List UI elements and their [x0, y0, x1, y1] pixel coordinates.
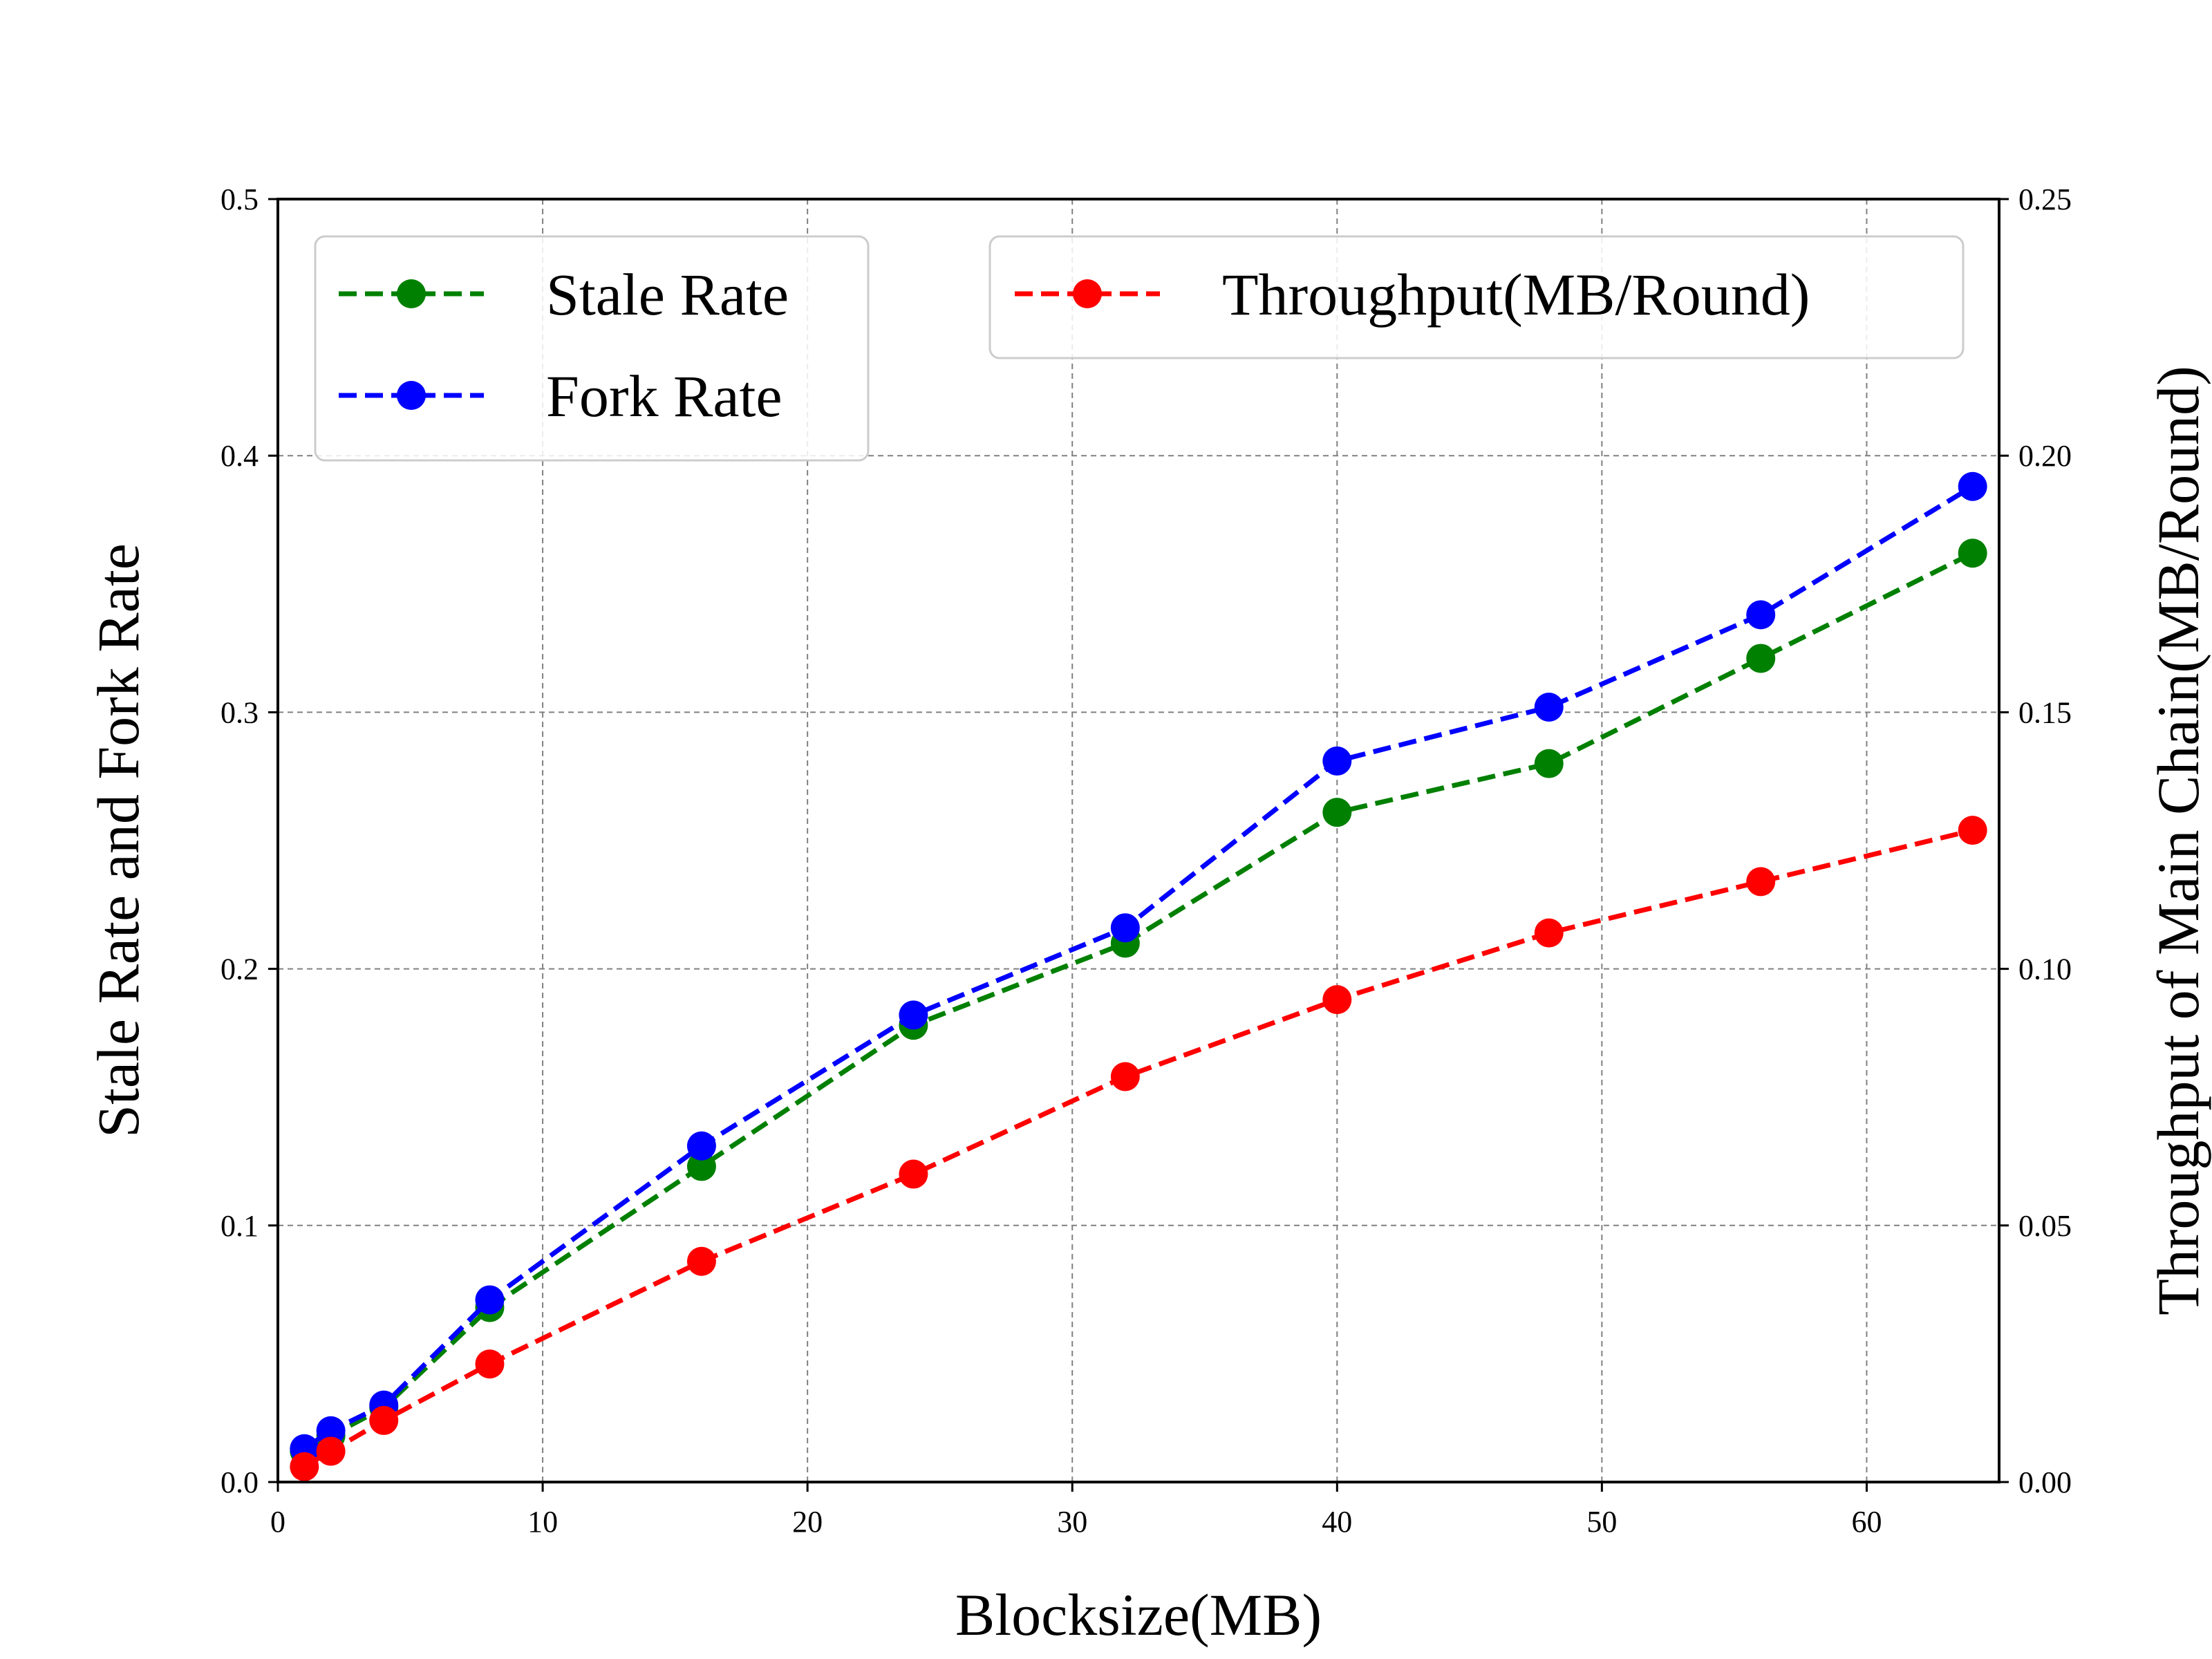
- legend-right-box: [988, 235, 1965, 359]
- series-line-throughput-mb-round: [303, 827, 1974, 1469]
- y-tick-label: 0.2: [221, 953, 259, 986]
- y2-tick-label: 0.00: [2018, 1465, 2072, 1499]
- data-point-fork-rate: [1534, 692, 1564, 722]
- data-point-fork-rate: [316, 1416, 346, 1445]
- y-tick-label: 0.3: [221, 695, 259, 729]
- data-point-fork-rate: [686, 1131, 716, 1161]
- x-axis-title: Blocksize(MB): [955, 1582, 1322, 1648]
- legend-marker-fork-rate: [397, 381, 426, 410]
- legend-left: Stale Rate Fork Rate: [314, 235, 870, 462]
- data-point-stale-rate: [1746, 644, 1776, 673]
- plot-frame: [276, 198, 2000, 1483]
- data-point-fork-rate: [899, 1000, 928, 1030]
- legend-label-stale-rate: Stale Rate: [546, 261, 789, 328]
- data-point-throughput-mb-round: [1322, 985, 1352, 1015]
- ticks: 0 10 20 30 40 50 60 0.0 0.1 0.2 0.3 0.4 0.5 0.00 0.05 0…: [221, 182, 2072, 1539]
- x-tick-label: 30: [1057, 1505, 1087, 1539]
- y2-tick-label: 0.25: [2018, 182, 2072, 216]
- data-point-throughput-mb-round: [1746, 867, 1776, 897]
- data-point-throughput-mb-round: [369, 1405, 399, 1435]
- data-point-fork-rate: [1746, 600, 1776, 630]
- x-tick-label: 20: [792, 1505, 823, 1539]
- y2-tick-label: 0.05: [2018, 1209, 2072, 1243]
- y-axis-title: Stale Rate and Fork Rate: [85, 543, 151, 1138]
- x-tick-label: 40: [1322, 1505, 1352, 1539]
- data-point-stale-rate: [1534, 749, 1564, 778]
- x-tick-label: 10: [527, 1505, 558, 1539]
- legend-right: Throughput(MB/Round): [988, 235, 1965, 359]
- x-tick-label: 60: [1851, 1505, 1882, 1539]
- data-point-throughput-mb-round: [686, 1246, 716, 1276]
- x-tick-label: 0: [270, 1505, 285, 1539]
- data-point-stale-rate: [1958, 538, 1987, 568]
- data-point-throughput-mb-round: [1958, 816, 1987, 845]
- y2-tick-label: 0.20: [2018, 439, 2072, 473]
- data-point-throughput-mb-round: [475, 1349, 505, 1379]
- legend-label-fork-rate: Fork Rate: [546, 363, 782, 429]
- y-tick-label: 0.1: [221, 1209, 259, 1243]
- series-layer: [290, 471, 1987, 1481]
- grid: [278, 199, 1999, 1482]
- legend-marker-stale-rate: [397, 279, 426, 308]
- legend-label-throughput-mb-round: Throughput(MB/Round): [1222, 261, 1810, 328]
- y-tick-label: 0.4: [221, 439, 259, 473]
- data-point-throughput-mb-round: [899, 1159, 928, 1189]
- y2-tick-label: 0.15: [2018, 695, 2072, 729]
- series-throughput-mb-round: [290, 816, 1987, 1481]
- data-point-stale-rate: [1322, 798, 1352, 827]
- data-point-throughput-mb-round: [1110, 1062, 1140, 1091]
- data-point-throughput-mb-round: [1534, 918, 1564, 948]
- data-point-throughput-mb-round: [316, 1436, 346, 1466]
- x-tick-label: 50: [1586, 1505, 1617, 1539]
- data-point-fork-rate: [1958, 471, 1987, 501]
- y-tick-label: 0.5: [221, 182, 259, 216]
- y2-axis-title: Throughput of Main Chain(MB/Round): [2145, 366, 2211, 1315]
- data-point-fork-rate: [1322, 746, 1352, 776]
- legend-marker-throughput-mb-round: [1073, 279, 1102, 308]
- data-point-fork-rate: [1110, 913, 1140, 943]
- data-point-fork-rate: [475, 1285, 505, 1315]
- data-point-throughput-mb-round: [290, 1452, 319, 1481]
- data-point-stale-rate: [686, 1152, 716, 1181]
- y-tick-label: 0.0: [221, 1465, 259, 1499]
- y2-tick-label: 0.10: [2018, 953, 2072, 986]
